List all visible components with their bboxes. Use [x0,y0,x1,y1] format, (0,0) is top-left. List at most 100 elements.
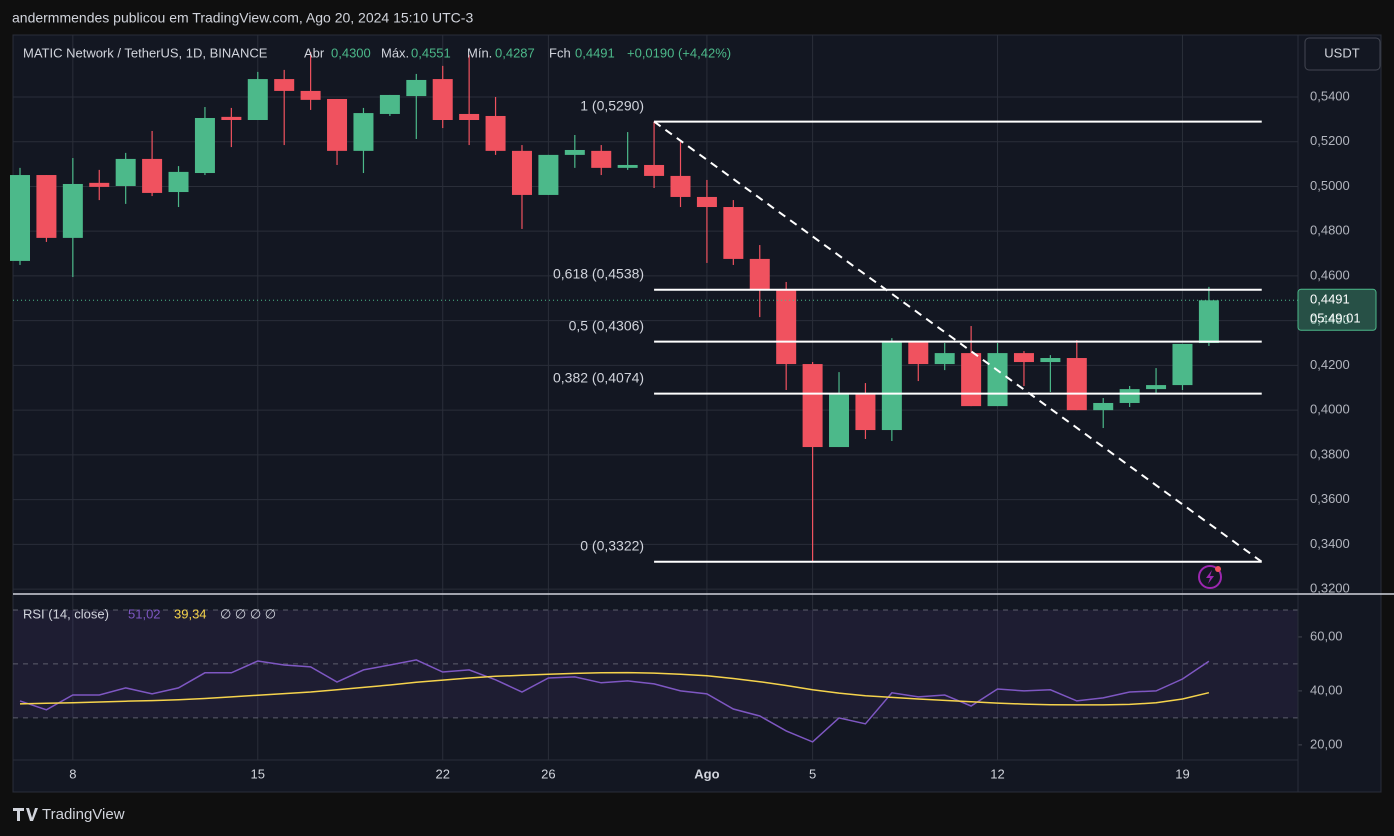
y-tick-label: 40,00 [1310,682,1343,697]
candle-body [987,353,1008,407]
candle-body [247,79,268,121]
candle-body [327,98,348,151]
x-tick-label: 26 [541,766,555,781]
candle-body [696,196,717,208]
candle-body [749,258,770,291]
rsi-line [19,671,1210,706]
x-tick-label: 5 [809,766,816,781]
candle-body [10,175,30,261]
candle-body [36,175,57,238]
y-tick-label: 0,3800 [1310,446,1350,461]
y-tick-label: 0,4200 [1310,357,1350,372]
x-tick-label: Ago [694,766,719,781]
candle-body [300,90,321,100]
alert-icon[interactable] [1198,565,1222,589]
candle-body [115,158,136,186]
candle-body [617,164,638,168]
candle-body [1013,353,1034,363]
legend-high: 0,4551 [411,45,451,60]
chart-frame [12,34,1382,793]
currency-box[interactable] [1304,37,1381,71]
candle-body [855,394,876,431]
y-tick-label: 0,5000 [1310,178,1350,193]
chart-title: MATIC Network / TetherUS, 1D, BINANCE [23,45,268,60]
legend-change: +0,0190 (+4,42%) [627,45,731,60]
candle-body [829,394,850,448]
y-tick-label: 0,5400 [1310,88,1350,103]
legend-low-label: Mín. [467,45,492,60]
candle-body [89,182,110,187]
y-tick-label: 0,3600 [1310,491,1350,506]
alert-bolt [1206,570,1214,584]
legend-open-label: Abr [304,45,325,60]
candle-body [1146,385,1167,390]
candle-body [1198,300,1219,344]
legend-low: 0,4287 [495,45,535,60]
fib-label: 0,5 (0,4306) [569,317,645,333]
candle-body [62,183,83,238]
candle-body [194,117,215,174]
x-tick-label: 22 [435,766,449,781]
candle-body [432,79,453,121]
candle-body [511,150,532,195]
candle-body [379,94,400,114]
legend-close-label: Fch [549,45,571,60]
legend-high-label: Máx. [381,45,409,60]
candle-body [353,113,374,151]
candle-body [670,175,691,197]
candle-body [881,341,902,431]
candle-body [406,79,427,97]
fib-label: 0,618 (0,4538) [553,265,644,281]
candle-body [644,164,665,176]
byline: andermmendes publicou em TradingView.com… [12,10,473,26]
candle-body [961,353,982,407]
candle-body [934,353,955,365]
price-box [1297,288,1377,331]
candle-body [142,158,163,193]
x-tick-label: 19 [1175,766,1189,781]
x-tick-label: 15 [251,766,265,781]
candle-body [1093,402,1114,411]
candle-body [1040,358,1061,363]
candle-body [538,154,559,195]
y-tick-label: 0,4800 [1310,223,1350,238]
candle-body [221,116,242,121]
candle-body [776,290,797,365]
y-tick-label: 0,5200 [1310,133,1350,148]
rsi-value: 51,02 [128,606,161,621]
y-tick-label: 0,3200 [1310,581,1350,596]
candle-body [591,150,612,168]
legend-close: 0,4491 [575,45,615,60]
legend-open: 0,4300 [331,45,371,60]
y-tick-label: 0,4000 [1310,402,1350,417]
y-tick-label: 20,00 [1310,736,1343,751]
y-tick-label: 0,4600 [1310,267,1350,282]
rsi-title: RSI (14, close) [23,606,109,621]
alert-dot [1215,566,1221,572]
y-tick-label: 0,3400 [1310,536,1350,551]
marks [10,52,1298,743]
y-tick-label: 60,00 [1310,628,1343,643]
rsi-flags: ∅ ∅ ∅ ∅ [220,606,276,621]
brand-logo [13,808,38,821]
price-label: 0,4491 [1310,292,1350,307]
rsi-line [19,659,1210,743]
y-tick-label: 0,4400 [1310,312,1350,327]
candle-body [1066,358,1087,411]
candle-body [908,341,929,365]
candle-body [802,364,823,448]
candle-body [723,207,744,259]
currency[interactable]: USDT [1324,45,1359,60]
fib-label: 1 (0,5290) [580,97,644,113]
rsi-ma-value: 39,34 [174,606,207,621]
candle-body [168,171,189,193]
x-tick-label: 12 [990,766,1004,781]
fib-label: 0,382 (0,4074) [553,369,644,385]
candle-body [274,79,295,91]
candle-body [564,149,585,155]
countdown: 05:49:01 [1310,311,1361,326]
candle-body [1172,343,1193,386]
candle-body [485,115,506,151]
